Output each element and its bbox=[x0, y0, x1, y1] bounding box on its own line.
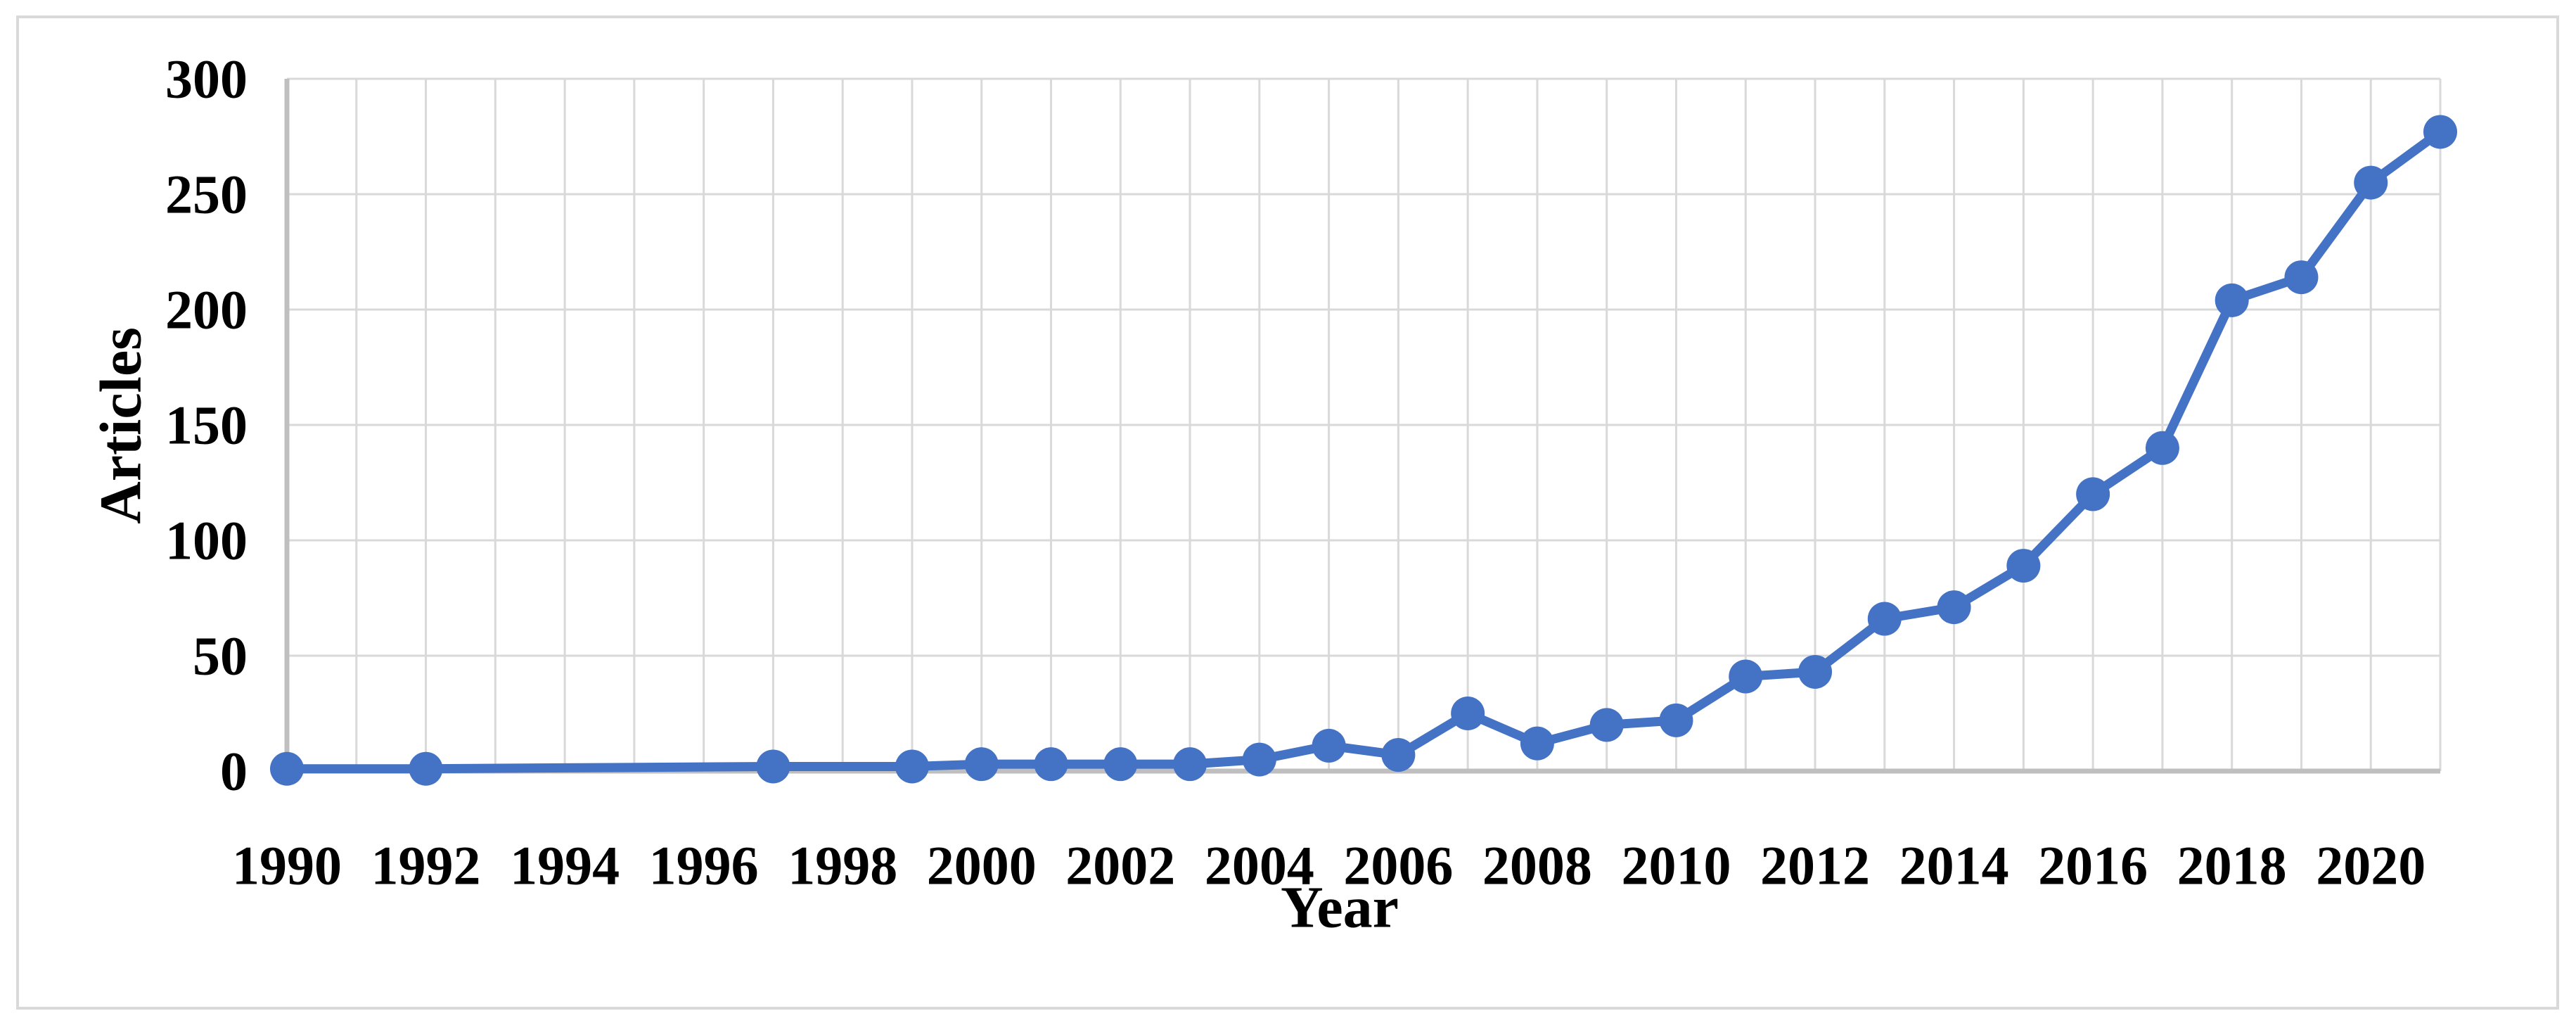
figure-border bbox=[16, 15, 2559, 1010]
y-axis-title: Articles bbox=[89, 327, 154, 524]
data-point-2020 bbox=[2354, 165, 2388, 200]
x-tick-label-2006: 2006 bbox=[1343, 835, 1453, 896]
data-point-2009 bbox=[1589, 708, 1624, 742]
data-point-2015 bbox=[2006, 549, 2041, 583]
x-tick-label-2018: 2018 bbox=[2177, 835, 2287, 896]
data-point-2008 bbox=[1520, 726, 1554, 761]
data-point-2010 bbox=[1659, 703, 1693, 737]
x-tick-labels: 1990 1992 1994 1996 1998 2000 2002 2004 2006 2008… bbox=[232, 835, 2426, 896]
data-point-1999 bbox=[895, 749, 929, 784]
data-point-2000 bbox=[964, 747, 999, 782]
y-tick-label-200: 200 bbox=[165, 279, 248, 341]
data-point-2011 bbox=[1729, 659, 1763, 694]
data-point-1997 bbox=[756, 749, 790, 784]
data-point-2018 bbox=[2215, 283, 2249, 317]
data-point-1990 bbox=[270, 751, 304, 786]
y-tick-label-250: 250 bbox=[165, 164, 248, 225]
data-point-2007 bbox=[1451, 697, 1485, 730]
data-point-2013 bbox=[1867, 602, 1902, 636]
y-tick-label-100: 100 bbox=[165, 510, 248, 571]
data-point-2021 bbox=[2423, 115, 2457, 149]
x-axis-title: Year bbox=[1281, 875, 1399, 941]
data-point-2005 bbox=[1312, 728, 1346, 763]
x-tick-label-2000: 2000 bbox=[927, 835, 1037, 896]
data-point-2004 bbox=[1242, 742, 1276, 777]
data-point-2014 bbox=[1937, 590, 1971, 625]
data-point-2003 bbox=[1173, 747, 1207, 782]
x-tick-label-2020: 2020 bbox=[2316, 835, 2426, 896]
x-tick-label-2004: 2004 bbox=[1205, 835, 1314, 896]
x-tick-label-1996: 1996 bbox=[649, 835, 759, 896]
data-point-2006 bbox=[1381, 738, 1416, 772]
x-tick-label-2002: 2002 bbox=[1065, 835, 1175, 896]
x-tick-label-1998: 1998 bbox=[788, 835, 897, 896]
y-tick-label-150: 150 bbox=[165, 395, 248, 456]
x-tick-label-2008: 2008 bbox=[1482, 835, 1592, 896]
x-tick-label-1994: 1994 bbox=[510, 835, 620, 896]
y-tick-label-300: 300 bbox=[165, 49, 248, 110]
data-point-1992 bbox=[409, 751, 443, 786]
data-point-2002 bbox=[1103, 747, 1138, 782]
y-tick-label-0: 0 bbox=[220, 741, 248, 802]
data-point-2016 bbox=[2076, 477, 2110, 511]
x-tick-label-1992: 1992 bbox=[371, 835, 481, 896]
x-tick-label-2010: 2010 bbox=[1621, 835, 1731, 896]
x-tick-label-1990: 1990 bbox=[232, 835, 342, 896]
x-tick-label-2014: 2014 bbox=[1899, 835, 2009, 896]
data-point-2001 bbox=[1034, 747, 1068, 782]
data-point-2017 bbox=[2145, 431, 2179, 465]
x-tick-label-2012: 2012 bbox=[1760, 835, 1870, 896]
y-tick-labels: 0 50 100 150 200 250 300 bbox=[165, 49, 248, 802]
series-markers-articles bbox=[270, 115, 2457, 786]
data-point-2012 bbox=[1798, 654, 1833, 689]
y-tick-label-50: 50 bbox=[193, 625, 248, 687]
data-point-2019 bbox=[2284, 260, 2319, 295]
x-tick-label-2016: 2016 bbox=[2038, 835, 2148, 896]
